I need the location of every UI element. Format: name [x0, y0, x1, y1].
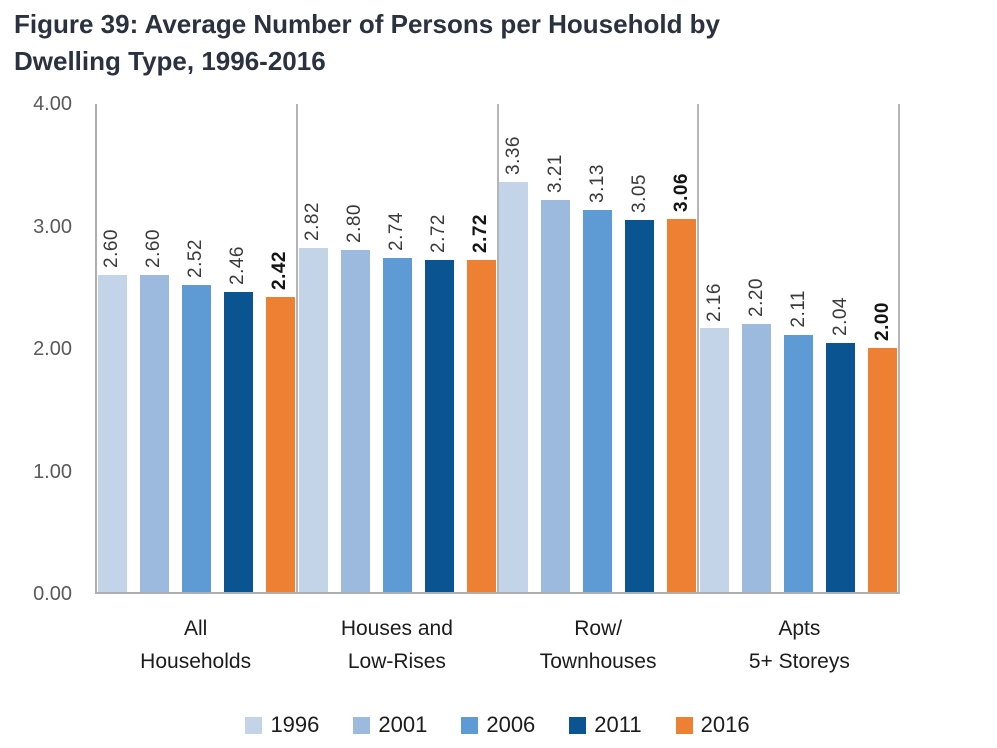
category-label-line: All [183, 617, 208, 640]
bar-value-label: 2.11 [787, 290, 809, 328]
category-label-line: Townhouses [539, 650, 657, 673]
bar-value-label: 3.21 [544, 154, 566, 194]
category-label-line: Apts [778, 617, 821, 640]
bar-value-label: 2.42 [269, 250, 291, 290]
bar-2006: 3.13 [583, 164, 613, 592]
category-label: All Households [95, 612, 296, 678]
chart-title: Figure 39: Average Number of Persons per… [14, 6, 974, 80]
category-label: Houses and Low-Rises [296, 612, 497, 678]
y-tick-label: 0.00 [33, 583, 72, 605]
bar-2006: 2.11 [784, 290, 814, 592]
bar-value-label: 3.06 [670, 172, 692, 212]
bar-value-label: 3.05 [628, 173, 650, 213]
category-label: Apts 5+ Storeys [699, 612, 900, 678]
bar-2016: 2.00 [868, 302, 898, 592]
chart-title-line-2: Dwelling Type, 1996-2016 [14, 46, 326, 76]
bar-value-label: 2.20 [745, 277, 767, 317]
bar-2016: 2.42 [265, 251, 295, 592]
legend-label: 2016 [700, 712, 750, 737]
bar-group: 2.60 2.60 2.52 2.46 2.42 [97, 104, 298, 592]
bar-value-label: 3.13 [586, 164, 608, 204]
bar-group: 2.16 2.20 2.11 2.04 2.00 [699, 104, 900, 592]
bar-value-label: 2.52 [185, 238, 207, 278]
bar-value-label: 2.72 [470, 214, 492, 254]
legend-swatch-icon [353, 716, 371, 734]
y-tick-label: 4.00 [33, 93, 72, 115]
bar-value-label: 3.36 [502, 136, 524, 176]
plot-area: 2.60 2.60 2.52 2.46 2.42 2.82 2.80 2.74 2.72 2.72… [95, 104, 900, 594]
bar-value-label: 2.00 [871, 302, 893, 341]
bar-2001: 2.60 [139, 229, 169, 592]
legend-swatch-icon [461, 716, 479, 734]
bar-value-label: 2.72 [428, 214, 450, 254]
bar-value-label: 2.60 [143, 228, 165, 268]
bar-2001: 2.80 [340, 204, 370, 592]
legend-swatch-icon [675, 716, 693, 734]
bar-1996: 2.60 [97, 229, 127, 592]
legend-swatch-icon [245, 716, 263, 734]
bar-value-label: 2.46 [227, 245, 249, 285]
bar-value-label: 2.82 [302, 201, 324, 241]
category-label-line: Households [140, 650, 252, 673]
y-tick-label: 3.00 [33, 215, 72, 238]
bar-value-label: 2.74 [386, 211, 408, 251]
bar-value-label: 2.60 [101, 228, 123, 268]
bar-2011: 2.04 [826, 297, 856, 592]
bar-group: 3.36 3.21 3.13 3.05 3.06 [499, 104, 700, 592]
bar-2006: 2.74 [382, 212, 412, 592]
bar-1996: 2.82 [298, 202, 328, 592]
legend-label: 2001 [378, 712, 428, 737]
legend-item-2001: 2001 [353, 712, 427, 738]
category-label-line: 5+ Storeys [748, 650, 850, 673]
legend-item-2006: 2006 [461, 712, 535, 738]
bar-2011: 2.72 [424, 214, 454, 592]
bar-group: 2.82 2.80 2.74 2.72 2.72 [298, 104, 499, 592]
bar-value-label: 2.80 [344, 204, 366, 244]
bar-value-label: 2.16 [703, 282, 725, 322]
x-axis-category-labels: All Households Houses and Low-Rises Row/Town… [95, 612, 900, 678]
category-label: Row/Townhouses [498, 612, 699, 678]
bar-1996: 3.36 [499, 136, 529, 592]
y-tick-label: 1.00 [33, 460, 72, 483]
legend-item-2016: 2016 [675, 712, 750, 738]
bar-2001: 3.21 [541, 154, 571, 592]
legend-swatch-icon [569, 716, 587, 734]
bar-2016: 3.06 [667, 173, 697, 592]
bar-value-label: 2.04 [829, 297, 851, 337]
bar-2011: 2.46 [223, 246, 253, 592]
bar-2006: 2.52 [181, 239, 211, 592]
category-label-line: Houses and [340, 617, 453, 640]
bar-2001: 2.20 [742, 278, 772, 592]
bar-1996: 2.16 [700, 283, 730, 592]
chart-title-line-1: Figure 39: Average Number of Persons per… [14, 9, 721, 39]
bar-2011: 3.05 [625, 174, 655, 592]
category-label-line: Low-Rises [347, 650, 446, 673]
y-tick-label: 2.00 [33, 338, 72, 360]
category-label-line: Row/ [574, 617, 623, 640]
legend-label: 1996 [270, 712, 320, 737]
legend-label: 2011 [594, 712, 642, 737]
legend-item-1996: 1996 [245, 712, 319, 738]
legend-item-2011: 2011 [569, 712, 642, 738]
legend: 1996 2001 2006 2011 2016 [95, 712, 900, 738]
y-axis-tick-labels: 4.00 3.00 2.00 1.00 0.00 [0, 93, 72, 605]
legend-label: 2006 [486, 712, 536, 737]
bar-2016: 2.72 [466, 214, 496, 592]
